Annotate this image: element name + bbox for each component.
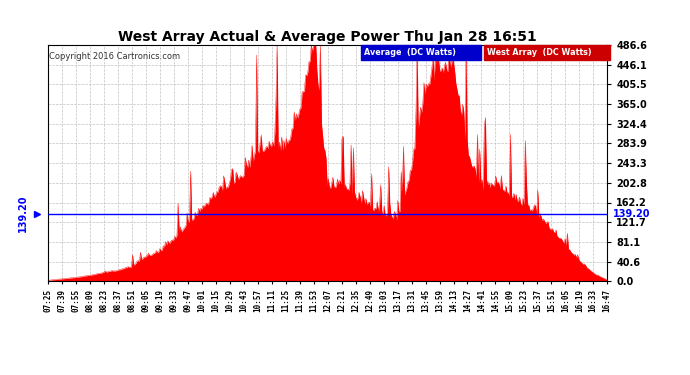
Text: 139.20: 139.20 — [613, 209, 650, 219]
Text: Copyright 2016 Cartronics.com: Copyright 2016 Cartronics.com — [50, 52, 181, 61]
Bar — [362, 45, 482, 60]
Text: Average  (DC Watts): Average (DC Watts) — [364, 48, 456, 57]
Bar — [484, 45, 610, 60]
Text: West Array  (DC Watts): West Array (DC Watts) — [487, 48, 591, 57]
Text: 139.20: 139.20 — [18, 195, 28, 232]
Title: West Array Actual & Average Power Thu Jan 28 16:51: West Array Actual & Average Power Thu Ja… — [119, 30, 537, 44]
